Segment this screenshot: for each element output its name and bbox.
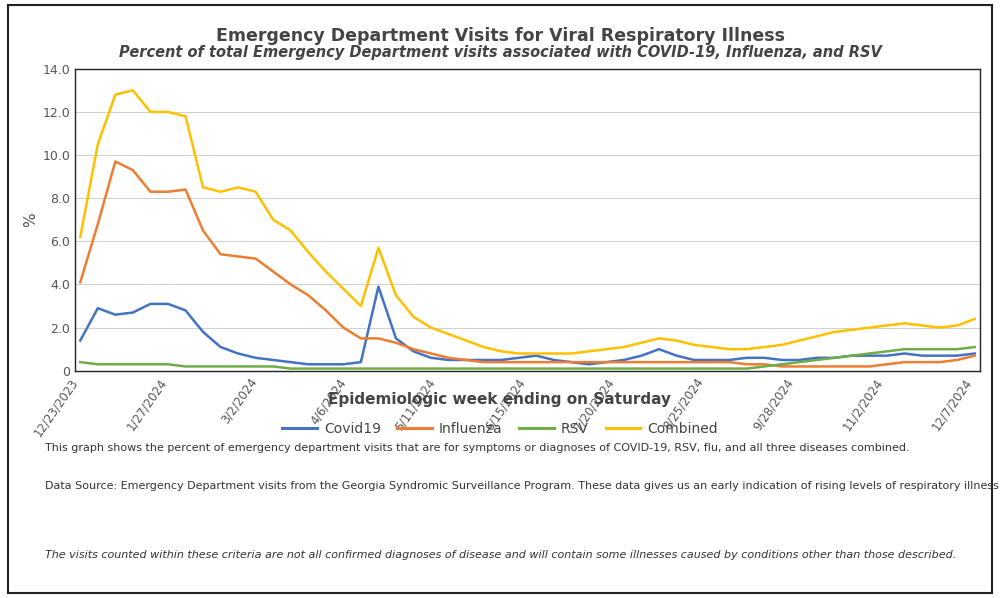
RSV	[285, 365, 297, 372]
RSV	[636, 365, 648, 372]
Text: Data Source: Emergency Department visits from the Georgia Syndromic Surveillance: Data Source: Emergency Department visits…	[45, 481, 1000, 492]
Combined	[969, 315, 981, 322]
Combined	[583, 348, 595, 355]
Combined	[162, 108, 174, 115]
Combined	[513, 350, 525, 357]
Covid19	[583, 361, 595, 368]
Combined	[74, 233, 86, 240]
Combined	[688, 341, 700, 349]
Influenza	[162, 188, 174, 196]
Covid19	[653, 346, 665, 353]
Influenza	[74, 279, 86, 286]
Influenza	[969, 352, 981, 359]
Influenza	[513, 359, 525, 366]
Covid19	[74, 337, 86, 344]
Text: The visits counted within these criteria are not all confirmed diagnoses of dise: The visits counted within these criteria…	[45, 550, 956, 560]
Influenza	[565, 359, 577, 366]
RSV	[513, 365, 525, 372]
Text: This graph shows the percent of emergency department visits that are for symptom: This graph shows the percent of emergenc…	[45, 443, 910, 453]
Covid19	[144, 300, 156, 307]
RSV	[74, 359, 86, 366]
Line: Covid19: Covid19	[80, 286, 975, 364]
RSV	[407, 365, 419, 372]
Combined	[653, 335, 665, 342]
Influenza	[407, 346, 419, 353]
Text: Percent of total Emergency Department visits associated with COVID-19, Influenza: Percent of total Emergency Department vi…	[119, 45, 881, 60]
Y-axis label: %: %	[23, 212, 38, 227]
Text: Epidemiologic week ending on Saturday: Epidemiologic week ending on Saturday	[328, 392, 672, 407]
RSV	[969, 343, 981, 350]
Covid19	[372, 283, 384, 290]
Covid19	[530, 352, 542, 359]
Legend: Covid19, Influenza, RSV, Combined: Covid19, Influenza, RSV, Combined	[277, 417, 723, 442]
Line: Influenza: Influenza	[80, 161, 975, 367]
Combined	[127, 87, 139, 94]
Covid19	[969, 350, 981, 357]
Covid19	[688, 356, 700, 364]
Combined	[407, 313, 419, 321]
Combined	[530, 350, 542, 357]
Influenza	[776, 363, 788, 370]
Line: RSV: RSV	[80, 347, 975, 368]
Covid19	[425, 354, 437, 361]
Influenza	[636, 359, 648, 366]
RSV	[144, 361, 156, 368]
RSV	[671, 365, 683, 372]
Line: Combined: Combined	[80, 90, 975, 353]
Text: Emergency Department Visits for Viral Respiratory Illness: Emergency Department Visits for Viral Re…	[216, 27, 784, 45]
Influenza	[671, 359, 683, 366]
Influenza	[109, 158, 121, 165]
Covid19	[302, 361, 314, 368]
RSV	[916, 346, 928, 353]
